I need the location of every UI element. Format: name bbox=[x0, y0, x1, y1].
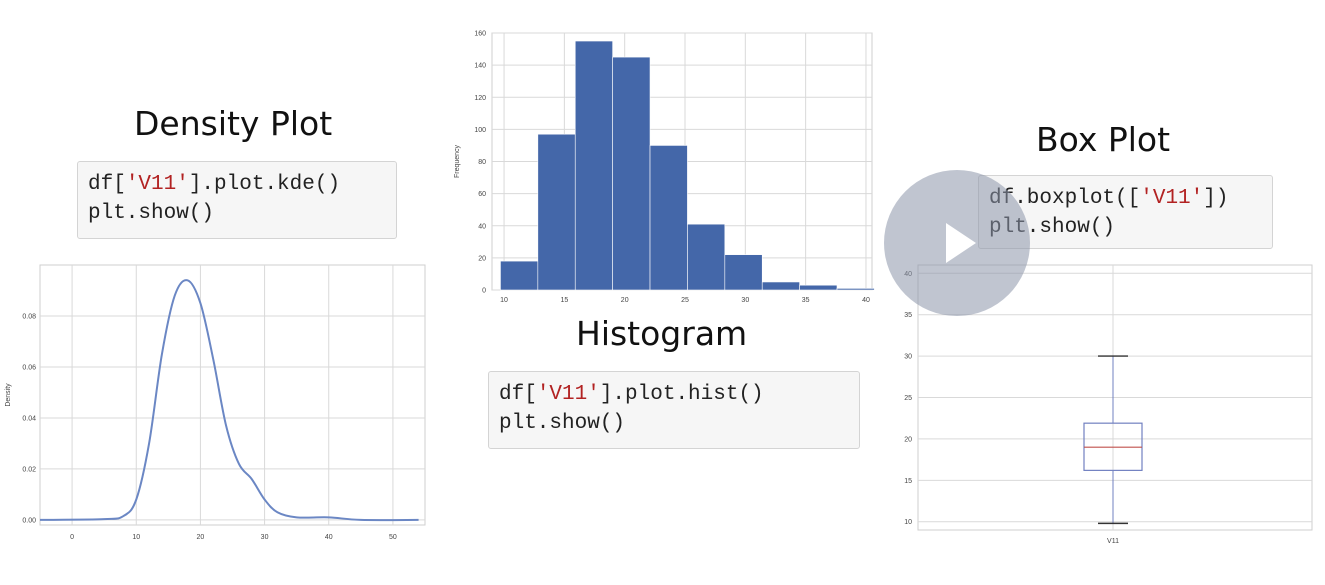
x-tick-label: 0 bbox=[70, 534, 74, 541]
code-text: df[ bbox=[88, 173, 126, 196]
box-plot-title: Box Plot bbox=[1036, 120, 1171, 159]
code-text: ].plot.kde() bbox=[188, 173, 341, 196]
y-axis-label: Frequency bbox=[454, 144, 461, 178]
x-tick-label: 10 bbox=[500, 297, 508, 304]
x-tick-label: 30 bbox=[261, 534, 269, 541]
histogram-bar bbox=[649, 145, 688, 291]
y-tick-label: 20 bbox=[478, 255, 486, 262]
y-tick-label: 0.04 bbox=[22, 415, 36, 422]
histogram-bar bbox=[724, 254, 763, 291]
x-tick-label: 35 bbox=[802, 297, 810, 304]
y-tick-label: 140 bbox=[474, 63, 486, 70]
plot-area bbox=[39, 264, 426, 526]
x-tick-label: 20 bbox=[621, 297, 629, 304]
y-tick-label: 25 bbox=[904, 395, 912, 402]
y-tick-label: 80 bbox=[478, 159, 486, 166]
x-tick-label: 40 bbox=[862, 297, 870, 304]
kde-line bbox=[39, 279, 419, 522]
x-tick-label: 25 bbox=[681, 297, 689, 304]
histogram-title: Histogram bbox=[576, 314, 748, 353]
y-tick-label: 10 bbox=[904, 519, 912, 526]
density-code-block: df['V11'].plot.kde() plt.show() bbox=[77, 161, 397, 239]
y-tick-label: 0.08 bbox=[22, 313, 36, 320]
code-string: 'V11' bbox=[125, 173, 189, 196]
histogram-bar bbox=[836, 288, 875, 291]
y-tick-label: 0.00 bbox=[22, 517, 36, 524]
y-tick-label: 100 bbox=[474, 127, 486, 134]
y-tick-label: 160 bbox=[474, 31, 486, 38]
y-tick-label: 0.02 bbox=[22, 466, 36, 473]
y-tick-label: 30 bbox=[904, 354, 912, 361]
x-tick-label: 30 bbox=[741, 297, 749, 304]
density-plot-title: Density Plot bbox=[134, 104, 333, 143]
y-tick-label: 40 bbox=[478, 223, 486, 230]
code-text: ]) bbox=[1203, 187, 1229, 210]
x-tick-label: 20 bbox=[197, 534, 205, 541]
histogram-code-block: df['V11'].plot.hist() plt.show() bbox=[488, 371, 860, 449]
y-axis-label: Density bbox=[5, 383, 12, 407]
y-tick-label: 35 bbox=[904, 312, 912, 319]
code-string: 'V11' bbox=[1140, 187, 1204, 210]
x-tick-label: 15 bbox=[560, 297, 568, 304]
code-text: plt.show() bbox=[88, 202, 215, 225]
y-tick-label: 15 bbox=[904, 478, 912, 485]
code-string: 'V11' bbox=[536, 383, 600, 406]
y-tick-label: 60 bbox=[478, 191, 486, 198]
y-tick-label: 20 bbox=[904, 436, 912, 443]
x-tick-label: V11 bbox=[1107, 538, 1119, 545]
y-tick-label: 0 bbox=[482, 288, 486, 295]
code-text: df.boxplot([ bbox=[989, 187, 1141, 210]
y-tick-label: 120 bbox=[474, 95, 486, 102]
video-play-button[interactable] bbox=[884, 170, 1030, 316]
x-tick-label: 40 bbox=[325, 534, 333, 541]
histogram-bar bbox=[799, 284, 838, 291]
code-text: df[ bbox=[499, 383, 537, 406]
code-text: ].plot.hist() bbox=[599, 383, 764, 406]
play-icon bbox=[946, 223, 976, 263]
histogram-bar bbox=[537, 133, 576, 291]
x-tick-label: 50 bbox=[389, 534, 397, 541]
histogram-bar bbox=[612, 56, 651, 291]
code-text: plt.show() bbox=[499, 412, 626, 435]
y-tick-label: 0.06 bbox=[22, 364, 36, 371]
x-tick-label: 10 bbox=[132, 534, 140, 541]
